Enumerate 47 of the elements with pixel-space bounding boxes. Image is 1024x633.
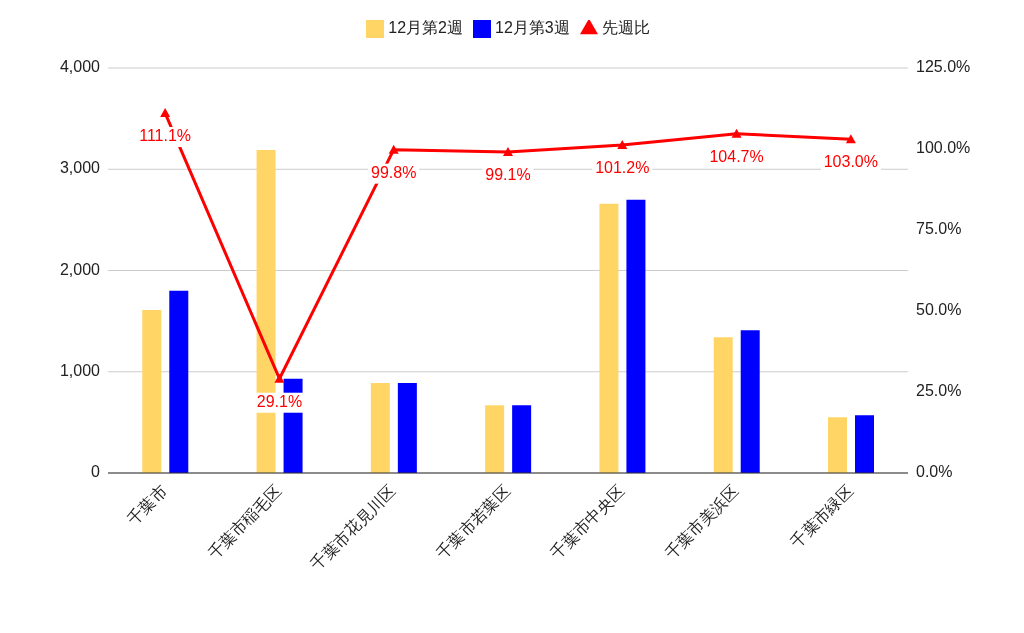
y2-tick-label: 75.0% xyxy=(916,220,962,238)
point xyxy=(731,128,742,138)
y-tick-label: 1,000 xyxy=(59,361,101,379)
point xyxy=(274,373,285,383)
data-label: 111.1% xyxy=(139,127,192,145)
y-tick-label: 0 xyxy=(91,463,101,481)
legend-label: 12月第2週 xyxy=(388,19,463,36)
x-tick-label: 千葉市美浜区 xyxy=(661,482,742,562)
bar xyxy=(485,405,505,473)
bar xyxy=(740,330,760,473)
bar xyxy=(828,417,847,473)
data-label: 104.7% xyxy=(709,147,764,166)
point xyxy=(160,108,171,118)
legend-label: 先週比 xyxy=(601,19,650,36)
data-label: 29.1% xyxy=(256,392,303,410)
bar xyxy=(713,337,733,473)
x-tick-label: 千葉市稲毛区 xyxy=(204,482,285,562)
legend-label: 12月第3週 xyxy=(495,19,570,36)
bar xyxy=(397,382,417,473)
bar xyxy=(142,309,162,473)
bar xyxy=(599,203,619,473)
x-tick-label: 千葉市中央区 xyxy=(547,482,628,562)
point xyxy=(503,146,513,156)
data-label: 103.0% xyxy=(823,153,878,171)
bar xyxy=(855,415,874,473)
x-tick-label: 千葉市若葉区 xyxy=(433,482,514,562)
point xyxy=(617,140,628,150)
bar xyxy=(370,382,390,473)
y-tick-label: 4,000 xyxy=(59,58,101,76)
y-tick-label: 3,000 xyxy=(59,159,101,177)
data-label: 101.2% xyxy=(595,159,650,177)
point xyxy=(388,144,399,154)
bar xyxy=(169,290,189,473)
bar xyxy=(626,199,646,473)
x-tick-label: 千葉市花見川区 xyxy=(307,482,399,574)
x-tick-label: 千葉市緑区 xyxy=(787,482,856,551)
x-tick-label: 千葉市 xyxy=(124,482,171,529)
point xyxy=(845,134,856,144)
y2-tick-label: 100.0% xyxy=(916,139,971,157)
bar xyxy=(512,405,532,473)
data-label: 99.1% xyxy=(485,166,531,184)
y2-tick-label: 0.0% xyxy=(916,463,953,481)
y2-tick-label: 25.0% xyxy=(916,382,962,400)
y2-tick-label: 50.0% xyxy=(916,301,962,319)
y2-tick-label: 125.0% xyxy=(916,58,971,76)
data-label: 99.8% xyxy=(371,163,417,181)
y-tick-label: 2,000 xyxy=(59,260,101,278)
